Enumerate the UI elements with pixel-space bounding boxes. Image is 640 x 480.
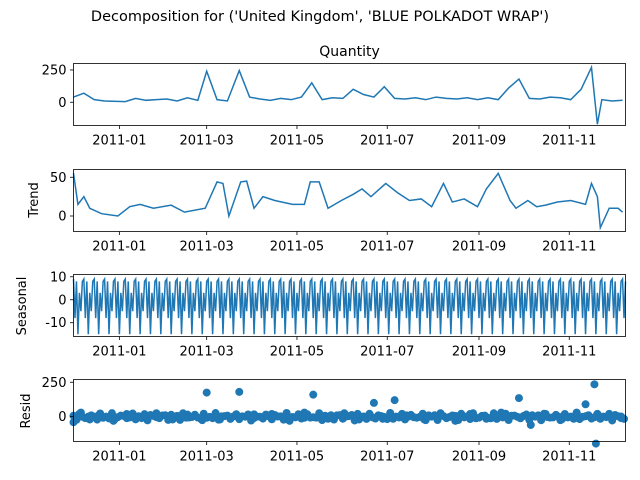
x-tick-label: 2011-01	[92, 240, 146, 255]
x-tick-label: 2011-03	[180, 134, 234, 149]
seasonal-panel-frame	[73, 274, 626, 337]
x-tick-label: 2011-07	[360, 345, 414, 360]
resid-panel-frame	[73, 379, 626, 442]
x-tick-label: 2011-05	[270, 450, 324, 465]
x-tick-label: 2011-07	[360, 134, 414, 149]
resid-point	[590, 380, 599, 389]
y-tick-label: 10	[50, 270, 67, 285]
x-tick-label: 2011-11	[542, 134, 596, 149]
figure-suptitle: Decomposition for ('United Kingdom', 'BL…	[91, 9, 549, 25]
seasonal-axis-label: Seasonal	[15, 277, 30, 336]
resid-point	[581, 400, 590, 409]
resid-point	[247, 416, 256, 425]
resid-point	[369, 398, 378, 407]
quantity-line	[73, 64, 623, 125]
x-tick-label: 2011-03	[180, 450, 234, 465]
x-tick-label: 2011-01	[92, 134, 146, 149]
trend-panel: Trend 2011-01 2011-03 2011-05 2011-07 2011-0…	[27, 169, 626, 255]
resid-point	[605, 409, 614, 418]
x-tick-label: 2011-09	[452, 450, 506, 465]
trend-axis-label: Trend	[27, 182, 42, 219]
seasonal-line	[72, 276, 627, 335]
resid-point	[309, 390, 318, 399]
x-tick-label: 2011-11	[542, 450, 596, 465]
x-tick-label: 2011-03	[180, 240, 234, 255]
x-tick-label: 2011-07	[360, 240, 414, 255]
seasonal-panel: Seasonal 2011-01 2011-03 2011-05 2011-07 201…	[15, 270, 627, 360]
x-tick-label: 2011-03	[180, 345, 234, 360]
resid-point	[591, 439, 600, 448]
quantity-panel-frame	[73, 63, 626, 126]
resid-point	[244, 410, 253, 419]
resid-point	[390, 396, 399, 405]
resid-point	[620, 414, 629, 423]
y-tick-label: 50	[50, 171, 67, 186]
resid-point	[350, 416, 359, 425]
y-tick-label: 0	[58, 96, 66, 111]
quantity-panel-title: Quantity	[319, 44, 380, 60]
resid-point	[72, 415, 81, 424]
x-tick-label: 2011-09	[452, 240, 506, 255]
trend-panel-frame	[73, 169, 626, 232]
quantity-panel: Quantity 2011-01 2011-03 2011-05 2011-07 201…	[42, 44, 626, 149]
y-tick-label: 250	[42, 376, 67, 391]
x-tick-label: 2011-05	[270, 240, 324, 255]
resid-point	[514, 394, 523, 403]
resid-axis-label: Resid	[19, 393, 34, 428]
x-tick-label: 2011-09	[452, 345, 506, 360]
x-tick-label: 2011-01	[92, 345, 146, 360]
resid-point	[572, 408, 581, 417]
y-tick-label: 0	[58, 410, 66, 425]
resid-point	[235, 387, 244, 396]
x-tick-label: 2011-11	[542, 345, 596, 360]
x-tick-label: 2011-01	[92, 450, 146, 465]
resid-point	[202, 388, 211, 397]
x-tick-label: 2011-05	[270, 134, 324, 149]
resid-panel: Resid 2011-01 2011-03 2011-05 2011-07 2011-0…	[19, 376, 629, 465]
y-tick-label: -10	[45, 316, 66, 331]
resid-point	[383, 415, 392, 424]
resid-point	[569, 414, 578, 423]
resid-point	[140, 410, 149, 419]
resid-point	[537, 416, 546, 425]
x-tick-label: 2011-09	[452, 134, 506, 149]
x-tick-label: 2011-11	[542, 240, 596, 255]
x-tick-label: 2011-05	[270, 345, 324, 360]
y-tick-label: 0	[58, 210, 66, 225]
y-tick-label: 0	[58, 293, 66, 308]
y-tick-label: 250	[42, 63, 67, 78]
resid-point	[211, 409, 220, 418]
trend-line	[72, 171, 624, 231]
x-tick-label: 2011-07	[360, 450, 414, 465]
